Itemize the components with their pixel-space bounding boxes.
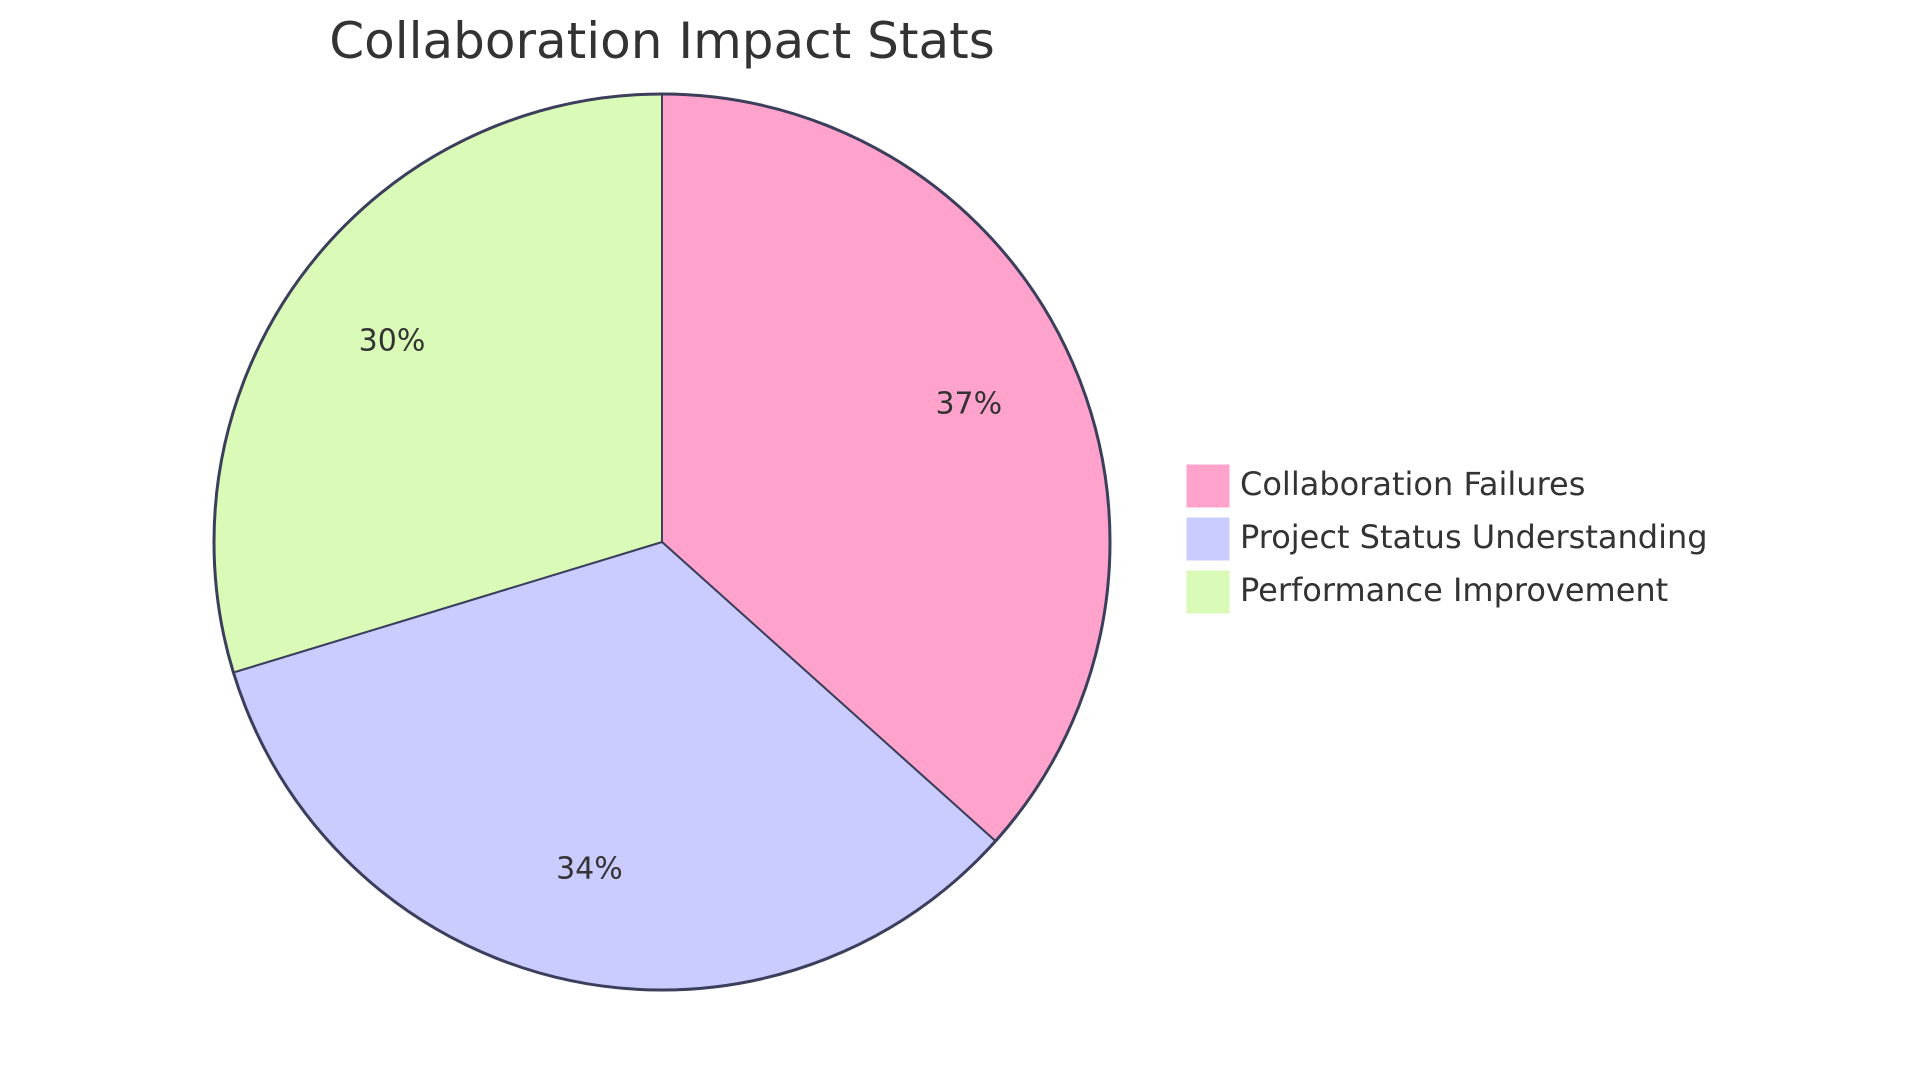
slice-labels: 37% 34% 30% bbox=[359, 323, 1002, 886]
legend-swatch bbox=[1185, 569, 1231, 615]
legend-label: Performance Improvement bbox=[1240, 571, 1668, 609]
legend-swatch bbox=[1185, 463, 1231, 509]
chart-title: Collaboration Impact Stats bbox=[329, 12, 995, 70]
slice-value-label: 34% bbox=[556, 852, 623, 887]
slice-value-label: 37% bbox=[935, 387, 1002, 422]
legend: Collaboration Failures Project Status Und… bbox=[1185, 463, 1708, 615]
pie-slices bbox=[213, 92, 1111, 991]
legend-label: Collaboration Failures bbox=[1240, 465, 1585, 503]
slice-value-label: 30% bbox=[359, 323, 426, 358]
legend-swatch bbox=[1185, 516, 1231, 562]
pie-outline bbox=[212, 92, 1112, 992]
legend-label: Project Status Understanding bbox=[1240, 518, 1708, 556]
